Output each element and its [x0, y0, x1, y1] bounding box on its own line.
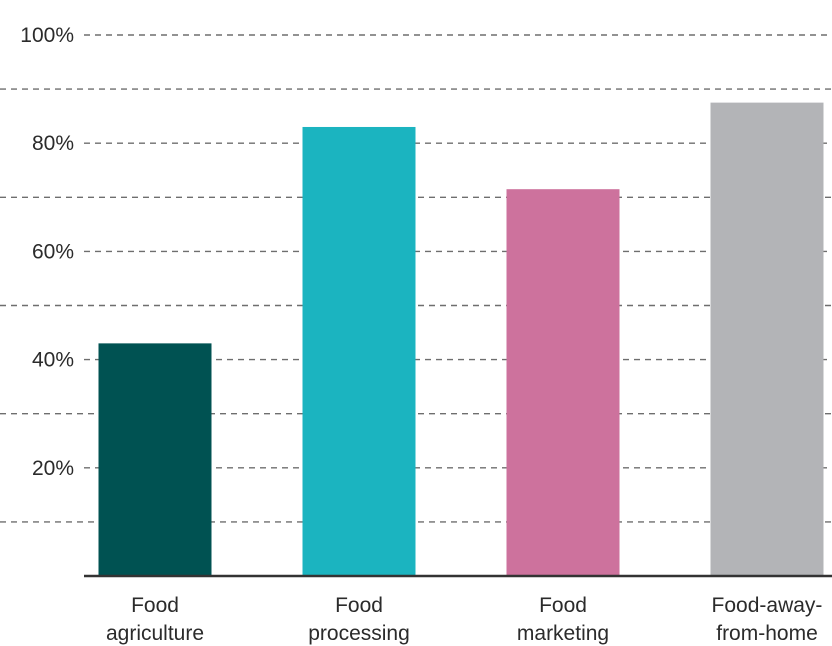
y-tick-label: 40% [32, 349, 74, 372]
bars [98, 102, 824, 576]
gridlines [0, 34, 832, 523]
x-category-label: Food-away- [712, 594, 823, 617]
x-category-label: Food [539, 594, 587, 617]
x-category-label: from-home [716, 622, 818, 645]
x-category-label: Food [335, 594, 383, 617]
bar-2 [506, 189, 620, 576]
y-tick-label: 100% [20, 24, 74, 47]
bar-3 [710, 102, 824, 576]
bar-1 [302, 126, 416, 576]
x-category-label: Food [131, 594, 179, 617]
bar-0 [98, 343, 212, 576]
y-tick-label: 80% [32, 132, 74, 155]
x-category-label: marketing [517, 622, 609, 645]
y-tick-label: 20% [32, 457, 74, 480]
x-category-label: agriculture [106, 622, 204, 645]
x-axis-labels: Food agriculture Food processing Food marketi… [106, 594, 822, 645]
y-axis-ticks: 20% 40% 60% 80% 100% [20, 24, 74, 480]
y-tick-label: 60% [32, 240, 74, 263]
x-category-label: processing [308, 622, 410, 645]
